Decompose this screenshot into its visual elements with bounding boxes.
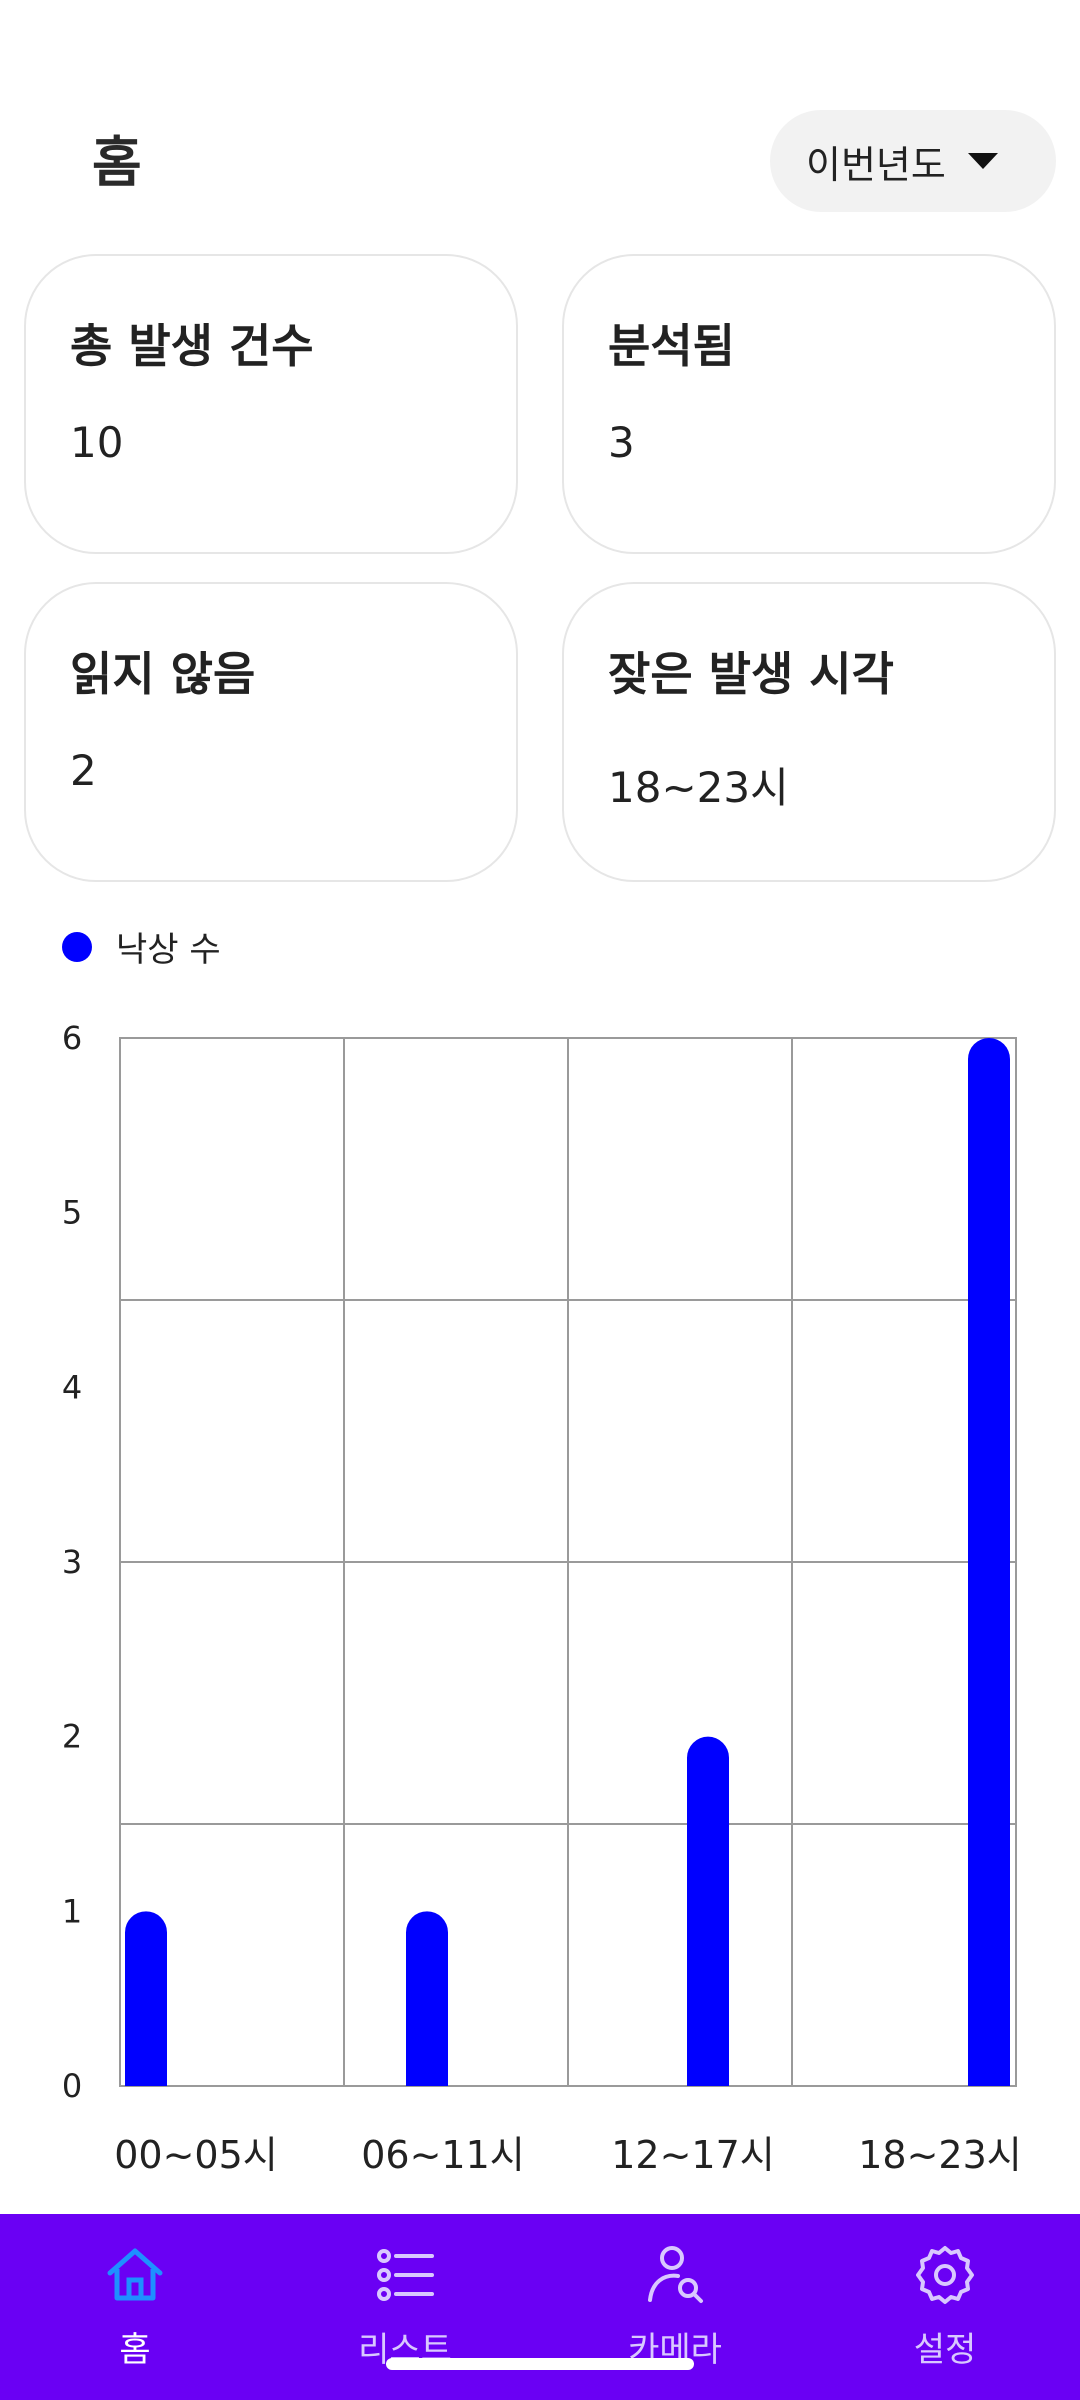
camera-person-icon xyxy=(648,2246,703,2303)
bar xyxy=(406,1911,448,2086)
card-value: 10 xyxy=(70,418,124,467)
caret-down-icon xyxy=(967,153,998,169)
y-tick-label: 2 xyxy=(62,1718,82,1756)
y-tick-label: 5 xyxy=(62,1194,82,1232)
total-count-card: 총 발생 건수 10 xyxy=(24,254,518,554)
list-icon xyxy=(377,2249,434,2301)
home-indicator[interactable] xyxy=(386,2358,694,2370)
legend-label: 낙상 수 xyxy=(116,930,221,970)
bar-base xyxy=(125,2062,167,2086)
y-tick-label: 3 xyxy=(62,1543,82,1581)
frequent-time-card: 잦은 발생 시각 18~23시 xyxy=(562,582,1056,882)
bar xyxy=(687,1736,729,2086)
x-tick-label: 18~23시 xyxy=(858,2133,1022,2177)
unread-card: 읽지 않음 2 xyxy=(24,582,518,882)
y-tick-label: 0 xyxy=(62,2067,82,2105)
bar-base xyxy=(687,2062,729,2086)
period-dropdown-value: 이번년도 xyxy=(806,142,946,187)
bottom-navigation: 홈 리스트 카메라 xyxy=(0,2214,1080,2400)
period-dropdown[interactable]: 이번년도 xyxy=(770,110,1056,212)
nav-label-settings: 설정 xyxy=(913,2330,977,2370)
y-tick-label: 6 xyxy=(62,1019,82,1057)
card-title: 읽지 않음 xyxy=(70,647,256,701)
nav-item-settings[interactable]: 설정 xyxy=(810,2214,1080,2400)
plot-border xyxy=(119,1037,1017,2087)
bar xyxy=(125,1911,167,2086)
card-title: 분석됨 xyxy=(608,319,735,373)
x-tick-label: 06~11시 xyxy=(361,2133,525,2177)
home-icon xyxy=(107,2248,163,2301)
x-tick-label: 12~17시 xyxy=(611,2133,775,2177)
chart-legend: 낙상 수 xyxy=(62,922,221,971)
y-tick-label: 1 xyxy=(62,1892,82,1930)
card-value: 18~23시 xyxy=(608,763,789,812)
card-title: 잦은 발생 시각 xyxy=(608,647,894,701)
card-value: 2 xyxy=(70,746,97,795)
nav-label-home: 홈 xyxy=(119,2330,151,2370)
nav-item-home[interactable]: 홈 xyxy=(0,2214,270,2400)
x-tick-label: 00~05시 xyxy=(114,2133,278,2177)
nav-item-list[interactable]: 리스트 xyxy=(270,2214,540,2400)
bar-base xyxy=(406,2062,448,2086)
page-title: 홈 xyxy=(92,131,142,194)
card-value: 3 xyxy=(608,418,635,467)
card-title: 총 발생 건수 xyxy=(70,319,314,373)
y-tick-label: 4 xyxy=(62,1368,82,1406)
bar xyxy=(968,1038,1010,2086)
legend-dot xyxy=(62,931,92,962)
bar-base xyxy=(968,2062,1010,2086)
analyzed-card: 분석됨 3 xyxy=(562,254,1056,554)
header: 홈 이번년도 xyxy=(0,0,1080,240)
gear-icon xyxy=(916,2246,974,2304)
nav-item-camera[interactable]: 카메라 xyxy=(540,2214,810,2400)
